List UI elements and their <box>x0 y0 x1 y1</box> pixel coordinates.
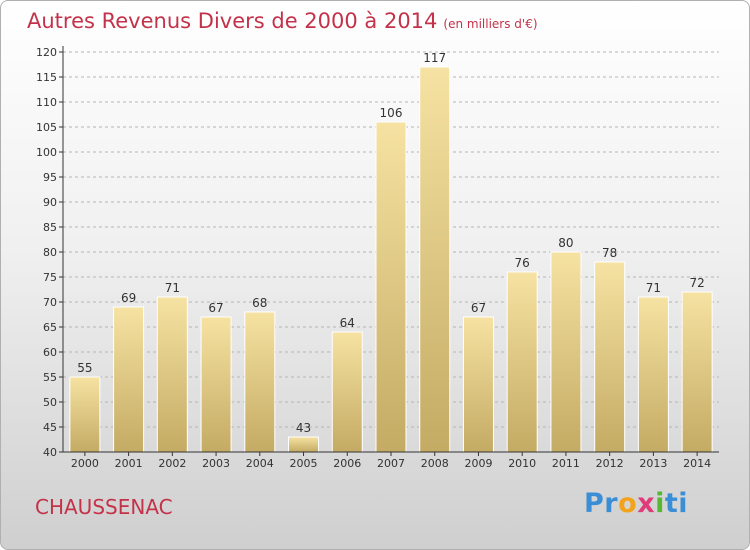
x-tick-label: 2010 <box>508 457 536 470</box>
y-tick-label: 85 <box>43 221 57 234</box>
x-tick-label: 2011 <box>552 457 580 470</box>
bar <box>550 251 582 453</box>
bar <box>69 376 101 453</box>
x-tick-label: 2009 <box>464 457 492 470</box>
x-tick-label: 2013 <box>639 457 667 470</box>
axes <box>59 46 719 456</box>
bar-value-label: 76 <box>515 256 530 270</box>
y-tick-label: 60 <box>43 346 57 359</box>
y-tick-label: 120 <box>36 46 57 59</box>
y-tick-label: 95 <box>43 171 57 184</box>
logo-letter: P <box>584 488 605 519</box>
chart-title-main: Autres Revenus Divers de 2000 à 2014 <box>27 9 438 33</box>
y-tick-label: 55 <box>43 371 57 384</box>
bar-value-label: 55 <box>77 361 92 375</box>
logo-letter: t <box>664 488 679 519</box>
y-tick-label: 75 <box>43 271 57 284</box>
bar <box>288 436 320 453</box>
bar <box>681 291 713 453</box>
bar <box>637 296 669 453</box>
bar-value-label: 117 <box>423 51 446 65</box>
bar <box>419 66 451 453</box>
x-tick-label: 2000 <box>71 457 99 470</box>
bar-value-label: 106 <box>380 106 403 120</box>
bar-value-label: 72 <box>689 276 704 290</box>
x-tick-label: 2005 <box>290 457 318 470</box>
y-tick-label: 90 <box>43 196 57 209</box>
y-tick-label: 105 <box>36 121 57 134</box>
y-tick-label: 110 <box>36 96 57 109</box>
x-tick-label: 2003 <box>202 457 230 470</box>
x-tick-label: 2012 <box>596 457 624 470</box>
logo-letter: i <box>678 488 689 519</box>
bar <box>594 261 626 453</box>
x-tick-label: 2001 <box>115 457 143 470</box>
bar <box>244 311 276 453</box>
y-tick-label: 80 <box>43 246 57 259</box>
bar-value-label: 43 <box>296 421 311 435</box>
y-tick-label: 115 <box>36 71 57 84</box>
x-tick-label: 2008 <box>421 457 449 470</box>
place-name: CHAUSSENAC <box>35 495 173 519</box>
bar-value-label: 69 <box>121 291 136 305</box>
y-tick-label: 40 <box>43 446 57 459</box>
bar-value-label: 64 <box>340 316 355 330</box>
logo-letter: x <box>637 488 656 519</box>
bar <box>506 271 538 453</box>
bar-value-label: 71 <box>646 281 661 295</box>
bar-value-label: 67 <box>208 301 223 315</box>
chart-title-unit: (en milliers d'€) <box>443 17 538 31</box>
bar <box>331 331 363 453</box>
bar <box>156 296 188 453</box>
chart-title: Autres Revenus Divers de 2000 à 2014 (en … <box>27 9 538 33</box>
bar <box>462 316 494 453</box>
bars <box>69 66 713 453</box>
logo-letter: o <box>618 488 638 519</box>
x-tick-label: 2004 <box>246 457 274 470</box>
bar <box>375 121 407 453</box>
bar-value-label: 80 <box>558 236 573 250</box>
logo-letter: r <box>604 488 619 519</box>
logo-letter: i <box>655 488 665 519</box>
x-tick-label: 2006 <box>333 457 361 470</box>
x-tick-label: 2002 <box>158 457 186 470</box>
bar <box>200 316 232 453</box>
y-tick-label: 65 <box>43 321 57 334</box>
labels: 40 45 50 55 60 65 70 75 80 85 90 95 100 105 110 115 120 5… <box>36 46 711 470</box>
y-tick-label: 70 <box>43 296 57 309</box>
y-tick-label: 50 <box>43 396 57 409</box>
bar-value-label: 78 <box>602 246 617 260</box>
y-tick-label: 45 <box>43 421 57 434</box>
bar-value-label: 71 <box>165 281 180 295</box>
bar <box>113 306 145 453</box>
bar-value-label: 67 <box>471 301 486 315</box>
y-tick-label: 100 <box>36 146 57 159</box>
bar-value-label: 68 <box>252 296 267 310</box>
x-tick-label: 2014 <box>683 457 711 470</box>
x-tick-label: 2007 <box>377 457 405 470</box>
proxiti-logo: Proxiti <box>584 488 688 519</box>
